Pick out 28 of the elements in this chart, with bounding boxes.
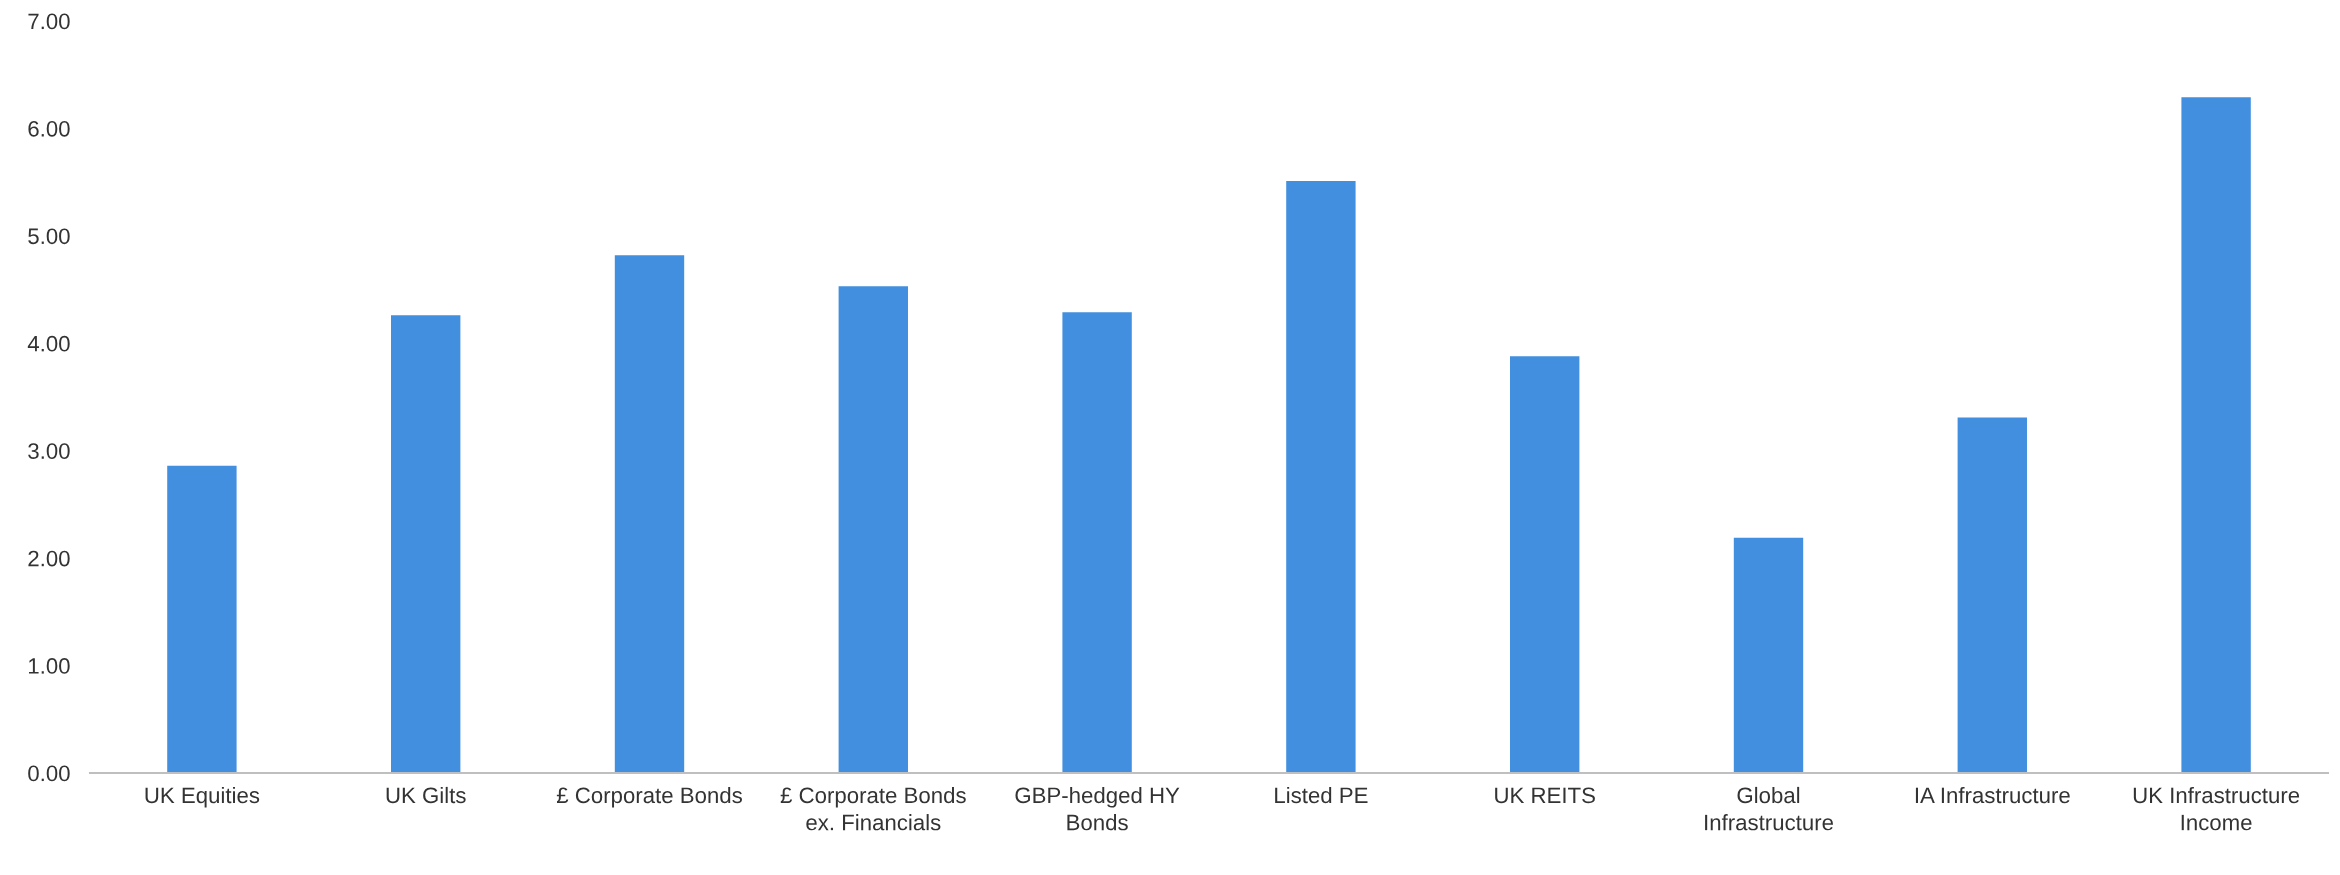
bar xyxy=(2181,97,2251,773)
x-tick-label: Global Infrastructure xyxy=(1705,786,1833,831)
y-tick-label: 3.00 xyxy=(28,443,70,459)
x-tick-label: UK Gilts xyxy=(386,786,466,804)
bar xyxy=(1510,356,1580,773)
x-tick-label: UK Infrastructure Income xyxy=(2133,786,2300,831)
x-tick-label: UK REITS xyxy=(1495,787,1595,804)
y-tick-label: 5.00 xyxy=(28,228,70,245)
x-tick-label: £ Corporate Bonds ex. Financials xyxy=(780,786,966,831)
x-tick-label: UK Equities xyxy=(145,786,260,808)
bar xyxy=(614,255,685,773)
bar xyxy=(838,286,908,773)
y-tick-label: 2.00 xyxy=(28,550,70,567)
bar xyxy=(167,465,237,773)
y-tick-label: 6.00 xyxy=(28,120,70,137)
x-tick-label: £ Corporate Bonds xyxy=(556,786,742,808)
bar xyxy=(1733,537,1804,773)
x-tick-label: GBP-hedged HY Bonds xyxy=(1015,786,1180,831)
y-tick-label: 0.00 xyxy=(28,765,70,782)
bar xyxy=(1062,312,1132,773)
y-tick-label: 7.00 xyxy=(28,13,70,30)
bar xyxy=(1286,181,1356,773)
x-tick-label: Listed PE xyxy=(1275,786,1368,804)
y-tick-label: 1.00 xyxy=(29,658,70,674)
y-tick-label: 4.00 xyxy=(27,335,70,352)
bar xyxy=(391,315,461,773)
bar xyxy=(1957,417,2027,773)
x-tick-label: IA Infrastructure xyxy=(1915,786,2070,804)
